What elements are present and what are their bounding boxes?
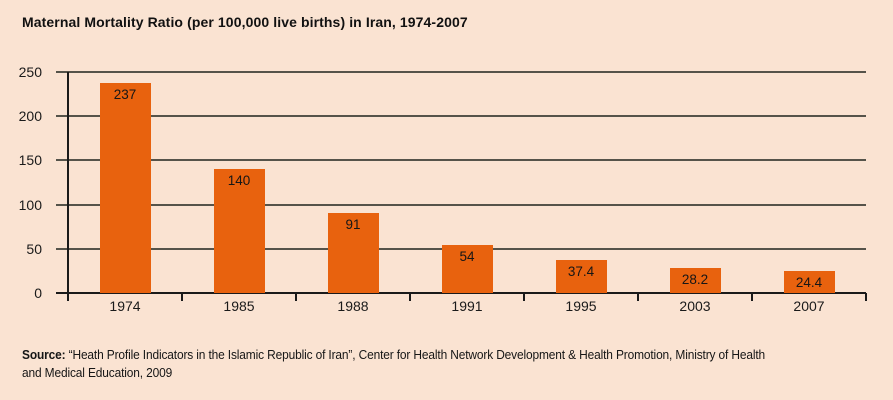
y-tick-label: 100 <box>18 196 42 213</box>
x-tick-label: 2007 <box>793 298 825 314</box>
x-tick <box>523 293 525 301</box>
y-tick-label: 50 <box>26 240 42 257</box>
bar-value-label: 237 <box>113 87 137 103</box>
bar <box>327 212 379 293</box>
source-text: “Heath Profile Indicators in the Islamic… <box>22 348 766 380</box>
y-tick-label: 200 <box>18 108 42 125</box>
bar-chart: 0 50 100 150 200 250 237 1974 140 1985 91 1988 54 199… <box>18 64 867 314</box>
x-tick-label: 1991 <box>451 298 483 314</box>
x-tick <box>865 293 867 301</box>
bar <box>213 169 265 293</box>
x-tick-label: 1974 <box>109 298 141 314</box>
x-tick <box>637 293 639 301</box>
chart-title: Maternal Mortality Ratio (per 100,000 li… <box>22 14 468 30</box>
y-tick-label: 150 <box>18 152 42 169</box>
gridline <box>56 115 866 118</box>
bar <box>441 245 493 293</box>
y-axis <box>67 72 69 301</box>
source-label: Source: <box>22 348 66 362</box>
x-axis <box>56 292 866 294</box>
y-tick-label: 0 <box>34 285 42 301</box>
x-tick <box>751 293 753 301</box>
x-tick-label: 1988 <box>337 298 369 314</box>
x-tick <box>409 293 411 301</box>
bar <box>669 268 721 293</box>
bar-value-label: 91 <box>345 216 361 232</box>
x-tick-label: 1985 <box>223 298 255 314</box>
bar-value-label: 54 <box>459 249 475 265</box>
x-tick-label: 1995 <box>565 298 597 314</box>
bar-value-label: 140 <box>227 173 251 189</box>
bar <box>555 259 607 293</box>
bar <box>99 83 151 293</box>
bar-value-label: 28.2 <box>681 272 709 288</box>
bar-value-label: 24.4 <box>795 275 823 291</box>
gridline <box>56 159 866 162</box>
x-tick <box>181 293 183 301</box>
bar-value-label: 37.4 <box>567 263 595 279</box>
bar <box>783 271 835 293</box>
x-tick-label: 2003 <box>679 298 711 314</box>
x-tick <box>67 293 69 301</box>
y-tick-label: 250 <box>18 64 42 80</box>
source-note: Source: “Heath Profile Indicators in the… <box>22 346 786 382</box>
gridline <box>56 203 866 206</box>
x-tick <box>295 293 297 301</box>
gridline <box>56 71 866 73</box>
